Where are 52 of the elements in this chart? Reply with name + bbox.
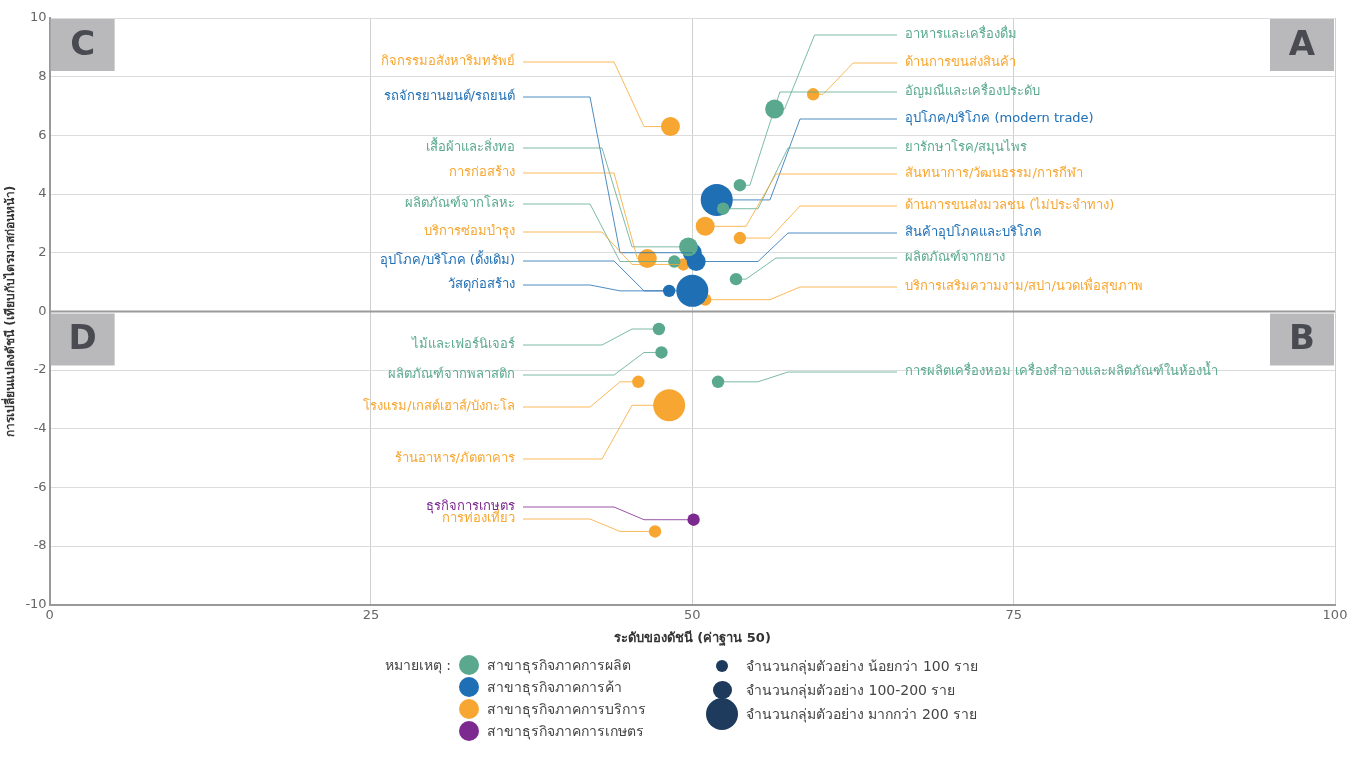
annotation: ผลิตภัณฑ์จากโลหะ: [405, 195, 515, 211]
legend-label: สาขาธุรกิจภาคการผลิต: [487, 656, 632, 676]
annotation: สินค้าอุปโภคและบริโภค: [905, 224, 1042, 241]
annotation: ร้านอาหาร/ภัตตาคาร: [394, 450, 515, 466]
y-tick-label: -6: [33, 478, 47, 494]
annotation: D: [68, 317, 97, 358]
legend-title: หมายเหตุ :: [384, 656, 452, 676]
x-axis-title: ระดับของดัชนี (ค่าฐาน 50): [613, 629, 771, 647]
annotation: รถจักรยานยนต์/รถยนต์: [383, 88, 515, 104]
annotation: อัญมณีและเครื่องประดับ: [905, 82, 1040, 99]
annotation: โรงแรม/เกสต์เฮาส์/บังกะโล: [363, 398, 515, 414]
annotation: ไม้และเฟอร์นิเจอร์: [411, 336, 515, 352]
x-tick-label: 25: [362, 606, 380, 622]
annotation: การก่อสร้าง: [449, 164, 515, 180]
annotation: ด้านการขนส่งมวลชน (ไม่ประจำทาง): [905, 197, 1115, 213]
x-tick-label: 100: [1322, 606, 1348, 622]
annotation: เสื้อผ้าและสิ่งทอ: [426, 137, 515, 155]
annotation: อุปโภค/บริโภค (modern trade): [905, 110, 1094, 127]
annotation: A: [1288, 22, 1316, 63]
annotation: ผลิตภัณฑ์จากพลาสติก: [388, 366, 515, 382]
y-tick-label: -10: [25, 596, 47, 612]
annotation: การผลิตเครื่องหอม เครื่องสำอางและผลิตภัณฑ์ในห้องน้ำ: [905, 361, 1219, 379]
legend-label: จำนวนกลุ่มตัวอย่าง 100-200 ราย: [746, 681, 956, 701]
y-tick-label: 10: [30, 9, 47, 25]
y-tick-label: 6: [38, 126, 47, 142]
y-tick-label: 0: [38, 302, 47, 318]
annotation: วัสดุก่อสร้าง: [448, 276, 515, 293]
legend-label: สาขาธุรกิจภาคการเกษตร: [487, 722, 645, 742]
legend-label: สาขาธุรกิจภาคการบริการ: [487, 700, 647, 720]
annotation: อาหารและเครื่องดื่ม: [905, 25, 1017, 42]
legend-label: จำนวนกลุ่มตัวอย่าง น้อยกว่า 100 ราย: [746, 657, 979, 677]
annotation: ยารักษาโรค/สมุนไพร: [905, 139, 1028, 156]
y-tick-label: 8: [38, 68, 47, 84]
y-axis-title: การเปลี่ยนแปลงดัชนี (เทียบกับไตรมาสก่อนหน้า): [1, 185, 18, 437]
annotation: บริการเสริมความงาม/สปา/นวดเพื่อสุขภาพ: [905, 277, 1143, 295]
annotation: C: [70, 22, 96, 63]
legend-label: สาขาธุรกิจภาคการค้า: [487, 678, 623, 698]
legend-label: จำนวนกลุ่มตัวอย่าง มากกว่า 200 ราย: [746, 705, 978, 725]
y-tick-label: 2: [38, 244, 47, 260]
y-tick-label: -8: [33, 537, 47, 553]
annotation: อุปโภค/บริโภค (ดั้งเดิม): [380, 250, 515, 269]
annotation: B: [1289, 317, 1315, 358]
annotation: ผลิตภัณฑ์จากยาง: [905, 249, 1005, 265]
y-tick-label: 4: [38, 185, 47, 201]
annotation: ด้านการขนส่งสินค้า: [905, 54, 1016, 70]
annotation: สันทนาการ/วัฒนธรรม/การกีฬา: [905, 165, 1083, 181]
y-tick-label: -2: [33, 361, 47, 377]
x-tick-label: 50: [684, 606, 701, 622]
x-tick-label: 75: [1005, 606, 1022, 622]
annotation: บริการซ่อมบำรุง: [424, 223, 515, 240]
annotation: กิจกรรมอสังหาริมทรัพย์: [381, 53, 515, 69]
y-tick-label: -4: [33, 420, 47, 436]
